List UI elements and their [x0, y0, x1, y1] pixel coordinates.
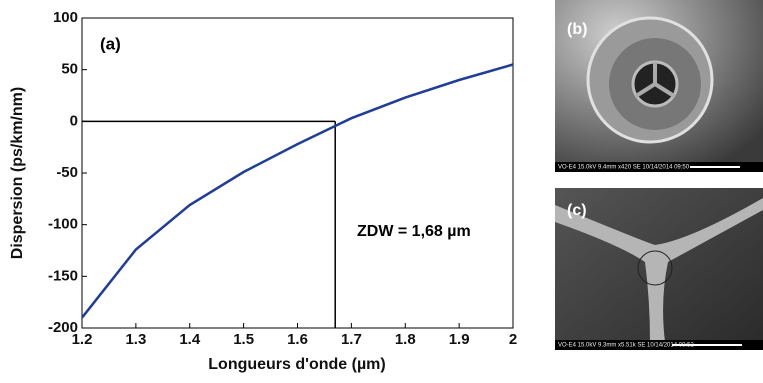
panel-label: (a): [100, 34, 121, 53]
panel-label: (b): [567, 21, 587, 38]
x-tick-label: 1.5: [233, 331, 254, 348]
image-caption: VO-E4 15.0kV 9.3mm x5.51k SE 10/14/2014 …: [558, 343, 694, 349]
sem-image-b: (b) VO-E4 15.0kV 9.4mm x420 SE 10/14/201…: [555, 0, 763, 172]
image-caption: VO-E4 15.0kV 9.4mm x420 SE 10/14/2014 09…: [558, 165, 690, 171]
x-tick-label: 1.6: [287, 331, 308, 348]
y-tick-label: -200: [48, 319, 78, 336]
y-tick-label: 50: [61, 61, 78, 78]
plot-area: [81, 17, 514, 329]
sem-image-c: (c) VO-E4 15.0kV 9.3mm x5.51k SE 10/14/2…: [555, 188, 763, 350]
y-axis-title: Dispersion (ps/km/nm): [9, 87, 26, 259]
x-tick-label: 1.9: [449, 331, 470, 348]
y-tick-label: -150: [48, 267, 78, 284]
x-tick-label: 1.2: [72, 331, 93, 348]
panel-label: (c): [567, 202, 587, 219]
x-tick-label: 1.7: [341, 331, 362, 348]
x-tick-label: 1.4: [179, 331, 201, 348]
x-tick-label: 1.8: [395, 331, 416, 348]
x-tick-label: 1.3: [125, 331, 146, 348]
annotation: ZDW = 1,68 µm: [357, 223, 471, 240]
y-tick-label: 0: [70, 112, 78, 129]
x-tick-label: 2: [509, 331, 517, 348]
dispersion-curve: [81, 63, 514, 319]
x-axis-title: Longueurs d'onde (µm): [208, 356, 385, 373]
y-tick-label: 100: [53, 9, 78, 26]
y-tick-label: -50: [56, 164, 78, 181]
y-tick-label: -100: [48, 216, 78, 233]
